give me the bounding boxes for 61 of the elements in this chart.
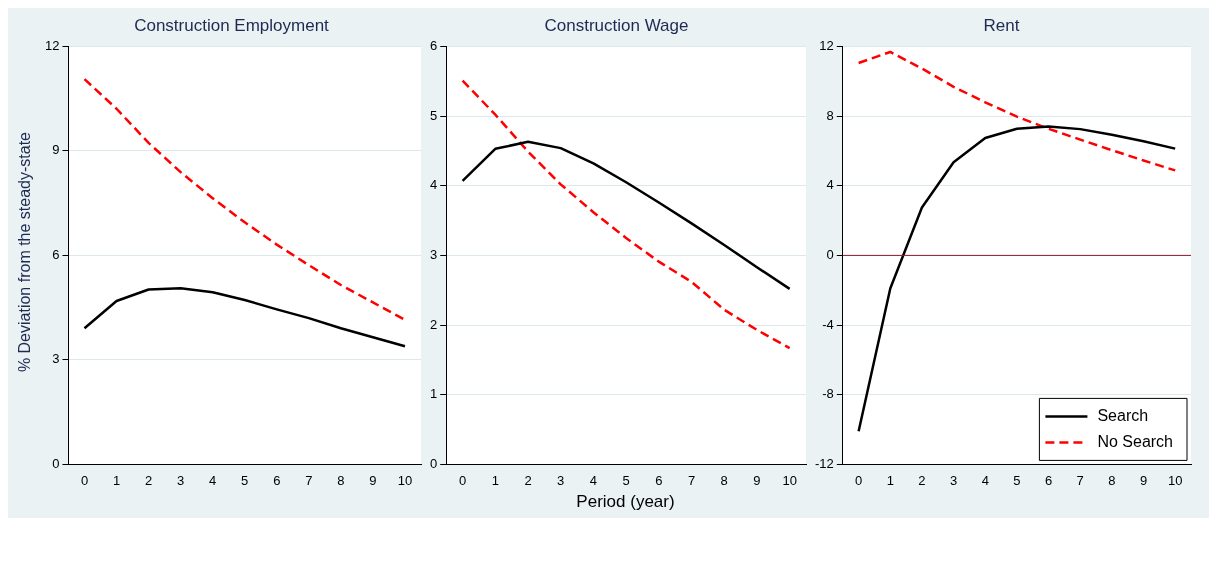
y-tick-label: 8 — [826, 107, 834, 123]
chart-title: Construction Employment — [134, 15, 330, 35]
y-tick-label: 3 — [430, 246, 438, 262]
y-tick-label: 0 — [430, 455, 438, 471]
y-tick-label: 12 — [44, 37, 60, 53]
x-tick-label: 9 — [369, 472, 377, 488]
x-tick-label: 8 — [720, 472, 728, 488]
x-tick-label: 2 — [918, 472, 926, 488]
x-tick-label: 2 — [144, 472, 153, 488]
y-tick-label: 0 — [826, 246, 834, 262]
x-tick-label: 6 — [1044, 472, 1053, 488]
x-tick-label: 0 — [855, 472, 863, 488]
y-tick-label: 12 — [819, 37, 834, 53]
y-tick-label: 2 — [430, 316, 438, 332]
x-tick-label: 5 — [1013, 472, 1021, 488]
x-tick-label: 8 — [1108, 472, 1116, 488]
x-tick-label: 4 — [589, 472, 598, 488]
x-tick-label: 9 — [753, 472, 761, 488]
x-tick-label: 10 — [1167, 472, 1183, 488]
y-tick-label: 0 — [52, 455, 60, 471]
x-tick-label: 1 — [112, 472, 121, 488]
line-series — [461, 79, 791, 350]
x-tick-label: 3 — [177, 472, 185, 488]
x-tick-label: 7 — [305, 472, 313, 488]
y-tick-label: 6 — [52, 246, 60, 262]
x-tick-label: 9 — [1139, 472, 1148, 488]
line-series — [857, 50, 1177, 172]
chart-title: Rent — [983, 15, 1020, 35]
legend-label: Search — [1097, 406, 1149, 424]
x-tick-label: 10 — [397, 472, 413, 488]
x-axis-title: Period (year) — [575, 492, 676, 512]
x-tick-label: 3 — [557, 472, 565, 488]
y-axis-title: % Deviation from the steady-state — [16, 131, 34, 373]
x-tick-label: 8 — [337, 472, 345, 488]
y-tick-label: 4 — [826, 177, 834, 193]
x-tick-label: 1 — [491, 472, 499, 488]
y-tick-label: -12 — [814, 455, 834, 471]
legend-label: No Search — [1097, 432, 1173, 450]
x-tick-label: 10 — [782, 472, 797, 488]
y-tick-label: 3 — [52, 351, 60, 367]
x-tick-label: 6 — [655, 472, 663, 488]
x-tick-label: 7 — [1076, 472, 1084, 488]
x-tick-label: 5 — [622, 472, 630, 488]
x-tick-label: 6 — [273, 472, 281, 488]
chart-title: Construction Wage — [544, 15, 689, 35]
y-tick-label: 5 — [430, 107, 438, 123]
y-tick-label: -4 — [822, 316, 834, 332]
y-tick-label: 6 — [430, 37, 438, 53]
x-tick-label: 4 — [209, 472, 217, 488]
x-tick-label: 1 — [886, 472, 894, 488]
x-tick-label: 3 — [949, 472, 958, 488]
x-tick-label: 0 — [458, 472, 467, 488]
x-tick-label: 4 — [981, 472, 989, 488]
y-tick-label: 1 — [430, 386, 438, 402]
y-tick-label: 4 — [430, 177, 438, 193]
x-tick-label: 7 — [687, 472, 696, 488]
x-tick-label: 2 — [524, 472, 532, 488]
y-tick-label: -8 — [822, 386, 834, 402]
x-tick-label: 5 — [241, 472, 249, 488]
y-tick-label: 9 — [52, 142, 60, 158]
x-tick-label: 0 — [80, 472, 89, 488]
